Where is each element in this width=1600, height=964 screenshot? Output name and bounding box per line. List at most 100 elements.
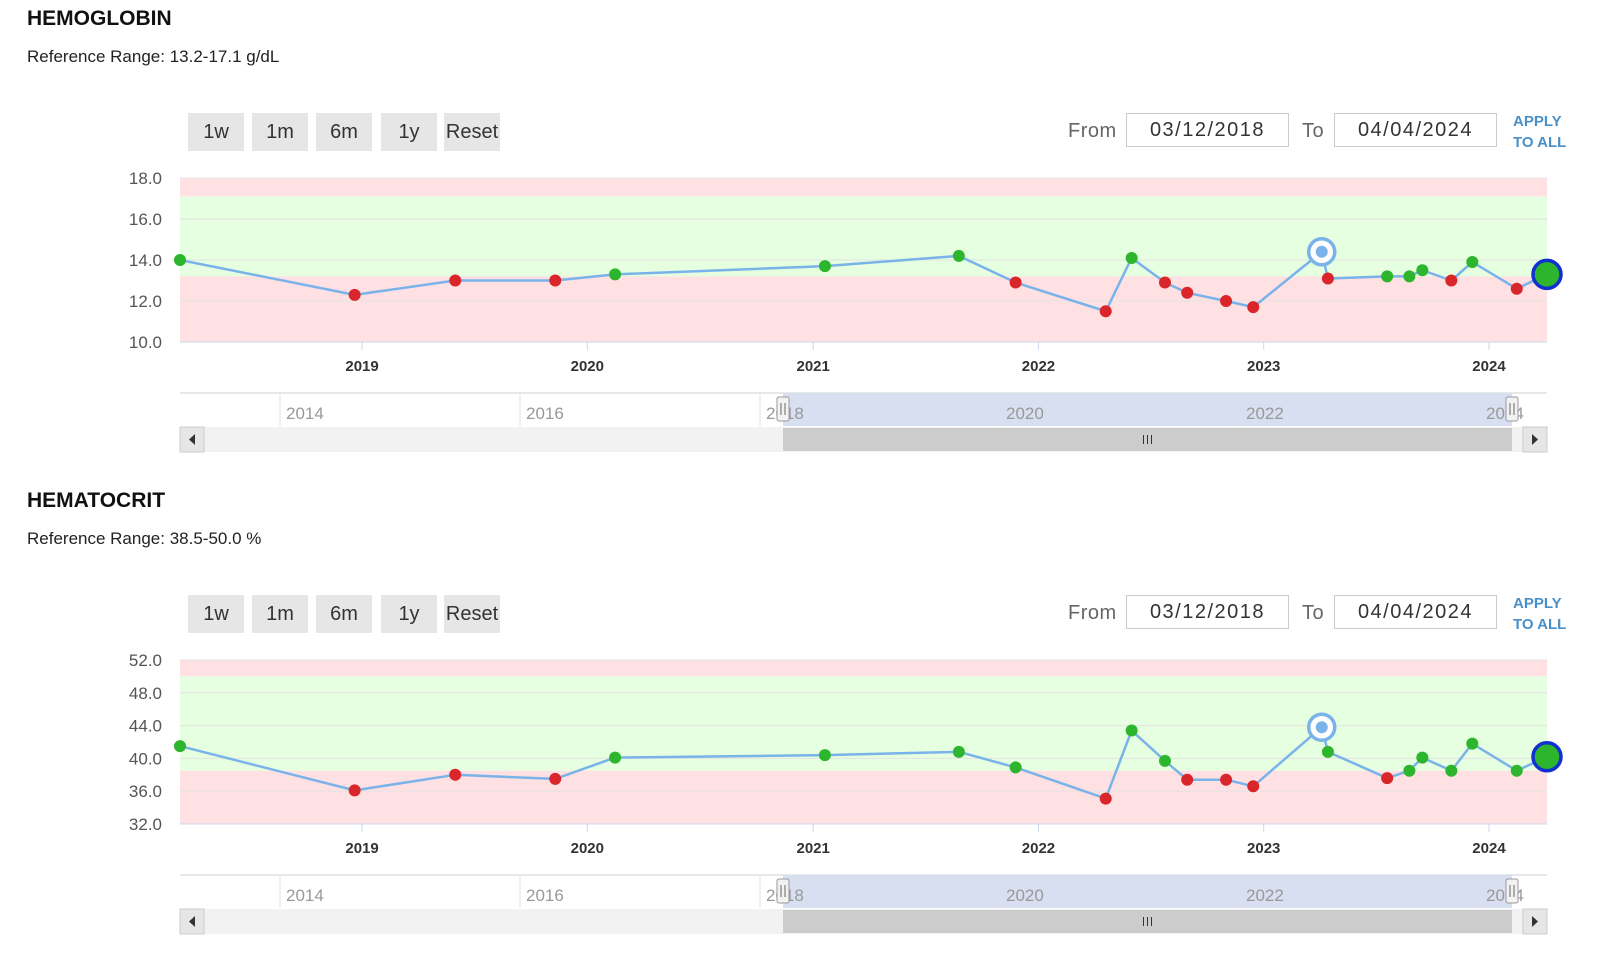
- data-point[interactable]: [1445, 764, 1458, 777]
- hematocrit-chart: 32.0 36.0 40.0 44.0 48.0 52.0 2019 2020 2021 2022…: [129, 651, 1563, 935]
- from-date-input[interactable]: [1126, 595, 1289, 629]
- data-point[interactable]: [1099, 305, 1112, 318]
- data-point[interactable]: [1125, 724, 1138, 737]
- apply-line-2: TO ALL: [1513, 616, 1567, 633]
- scrollbar[interactable]: [179, 908, 1548, 935]
- data-point[interactable]: [818, 260, 831, 273]
- x-tick-label: 2020: [571, 840, 604, 857]
- navigator-tick-label: 2014: [286, 404, 324, 423]
- apply-to-all-link[interactable]: APPLY TO ALL: [1513, 111, 1566, 153]
- data-point[interactable]: [1009, 761, 1022, 774]
- data-point[interactable]: [1445, 274, 1458, 287]
- from-date-input[interactable]: [1126, 113, 1289, 147]
- data-point[interactable]: [348, 288, 361, 301]
- data-point[interactable]: [818, 749, 831, 762]
- scroll-right-arrow-icon: [1532, 916, 1538, 927]
- data-point[interactable]: [1403, 270, 1416, 283]
- navigator-tick-label: 2016: [526, 404, 564, 423]
- data-point[interactable]: [1321, 745, 1334, 758]
- data-point[interactable]: [609, 268, 622, 281]
- data-point[interactable]: [952, 745, 965, 758]
- data-point[interactable]: [549, 274, 562, 287]
- to-date-input[interactable]: [1334, 595, 1497, 629]
- range-1y-button[interactable]: 1y: [381, 595, 437, 633]
- selected-point[interactable]: [1315, 721, 1328, 734]
- y-tick-label: 48.0: [129, 684, 162, 703]
- data-point[interactable]: [1381, 270, 1394, 283]
- scroll-right-button[interactable]: [1522, 908, 1548, 935]
- data-point[interactable]: [174, 740, 186, 753]
- reference-range: Reference Range: 13.2-17.1 g/dL: [27, 47, 280, 66]
- latest-point[interactable]: [1531, 741, 1563, 773]
- data-point[interactable]: [1181, 773, 1194, 786]
- data-point[interactable]: [174, 254, 186, 266]
- chart-title: HEMATOCRIT: [27, 489, 166, 512]
- below-range-band: [180, 276, 1547, 342]
- y-tick-label: 18.0: [129, 169, 162, 188]
- navigator-tick-label: 2020: [1006, 886, 1044, 905]
- handle-body[interactable]: [1505, 878, 1519, 904]
- navigator-tick-label: 2022: [1246, 886, 1284, 905]
- data-point[interactable]: [1158, 276, 1171, 289]
- data-point[interactable]: [1247, 780, 1260, 793]
- hemoglobin-chart: 10.0 12.0 14.0 16.0 18.0 2019 2020 2021 2022 2023…: [129, 169, 1563, 453]
- data-point[interactable]: [449, 274, 462, 287]
- data-point[interactable]: [1158, 754, 1171, 767]
- range-1w-button[interactable]: 1w: [188, 595, 244, 633]
- x-tick-label: 2021: [797, 358, 830, 375]
- range-1m-button[interactable]: 1m: [252, 595, 308, 633]
- selected-point[interactable]: [1315, 245, 1328, 258]
- data-point[interactable]: [1466, 737, 1479, 750]
- handle-body[interactable]: [1505, 396, 1519, 422]
- handle-body[interactable]: [776, 878, 790, 904]
- navigator-tick-label: 2020: [1006, 404, 1044, 423]
- to-date-input[interactable]: [1334, 113, 1497, 147]
- navigator-left-handle[interactable]: [776, 396, 790, 422]
- data-point[interactable]: [1403, 764, 1416, 777]
- to-label: To: [1302, 120, 1325, 142]
- latest-point[interactable]: [1531, 258, 1563, 291]
- navigator-left-handle[interactable]: [776, 878, 790, 904]
- data-point[interactable]: [1220, 773, 1233, 786]
- navigator-right-handle[interactable]: [1505, 396, 1519, 422]
- range-6m-button[interactable]: 6m: [316, 595, 372, 633]
- navigator-selection[interactable]: [783, 393, 1512, 426]
- data-point[interactable]: [1381, 772, 1394, 785]
- data-point[interactable]: [449, 768, 462, 781]
- data-point[interactable]: [1125, 251, 1138, 264]
- data-point[interactable]: [1510, 764, 1523, 777]
- range-1m-button[interactable]: 1m: [252, 113, 308, 151]
- range-6m-button[interactable]: 6m: [316, 113, 372, 151]
- data-point[interactable]: [1466, 256, 1479, 269]
- apply-to-all-link[interactable]: APPLY TO ALL: [1513, 593, 1566, 635]
- reset-button[interactable]: Reset: [444, 113, 500, 151]
- data-point[interactable]: [549, 772, 562, 785]
- apply-line-2: TO ALL: [1513, 134, 1567, 151]
- range-1w-button[interactable]: 1w: [188, 113, 244, 151]
- above-range-band: [180, 178, 1547, 197]
- data-point[interactable]: [1181, 286, 1194, 299]
- range-1y-button[interactable]: 1y: [381, 113, 437, 151]
- data-point[interactable]: [1510, 282, 1523, 295]
- x-tick-label: 2019: [345, 358, 378, 375]
- data-point[interactable]: [1416, 751, 1429, 764]
- data-point[interactable]: [609, 751, 622, 764]
- y-tick-label: 44.0: [129, 717, 162, 736]
- scrollbar[interactable]: [179, 426, 1548, 453]
- data-point[interactable]: [1009, 276, 1022, 289]
- data-point[interactable]: [348, 784, 361, 797]
- x-tick-label: 2024: [1472, 840, 1506, 857]
- reset-button[interactable]: Reset: [444, 595, 500, 633]
- navigator-right-handle[interactable]: [1505, 878, 1519, 904]
- data-point[interactable]: [952, 249, 965, 262]
- data-point[interactable]: [1220, 295, 1233, 307]
- handle-body[interactable]: [776, 396, 790, 422]
- data-point[interactable]: [1321, 272, 1334, 285]
- data-point[interactable]: [1416, 264, 1429, 277]
- scroll-left-arrow-icon: [189, 916, 195, 927]
- data-point[interactable]: [1099, 792, 1112, 805]
- x-tick-label: 2023: [1247, 840, 1280, 857]
- data-point[interactable]: [1247, 301, 1260, 314]
- navigator-selection[interactable]: [783, 875, 1512, 908]
- x-tick-label: 2024: [1472, 358, 1506, 375]
